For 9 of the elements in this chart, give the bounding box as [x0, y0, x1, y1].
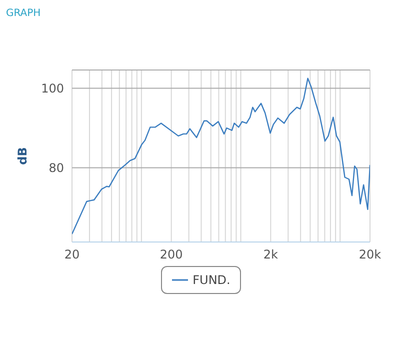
- legend-label: FUND.: [192, 273, 230, 287]
- x-tick-label: 20: [64, 248, 80, 262]
- x-tick-label: 200: [160, 248, 183, 262]
- chart-title: GRAPH: [6, 8, 41, 19]
- y-axis-title: dB: [15, 147, 30, 165]
- x-tick-label: 20k: [358, 248, 382, 262]
- y-tick-label: 100: [41, 82, 64, 96]
- y-tick-label: 80: [48, 160, 64, 175]
- x-tick-label: 2k: [263, 248, 278, 262]
